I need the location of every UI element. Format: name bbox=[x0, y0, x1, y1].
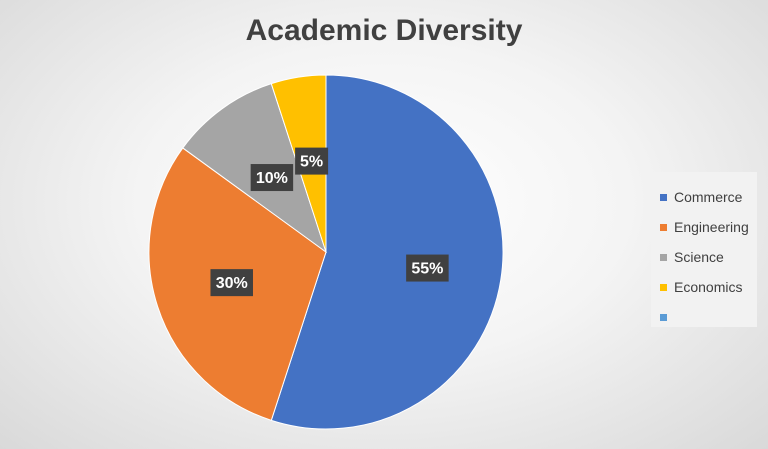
pie-slices bbox=[148, 74, 504, 430]
data-label-box bbox=[210, 269, 253, 297]
legend-swatch bbox=[660, 283, 667, 291]
legend-swatch bbox=[660, 313, 667, 321]
data-label: 55% bbox=[411, 261, 443, 278]
legend-item bbox=[660, 302, 757, 332]
data-label: 30% bbox=[216, 275, 248, 292]
legend-label: Commerce bbox=[674, 189, 743, 205]
legend-item: Engineering bbox=[660, 212, 757, 242]
data-label-box bbox=[406, 254, 449, 282]
legend-label: Engineering bbox=[674, 219, 749, 235]
data-label: 10% bbox=[256, 170, 288, 187]
legend-item: Economics bbox=[660, 272, 757, 302]
legend-item: Commerce bbox=[660, 182, 757, 212]
legend-swatch bbox=[660, 253, 667, 261]
legend-label: Science bbox=[674, 249, 724, 265]
data-label-box bbox=[250, 164, 294, 192]
data-label-box bbox=[295, 147, 329, 175]
data-labels: 55% 30% 10% 5% bbox=[210, 147, 449, 297]
legend-swatch bbox=[660, 193, 667, 201]
legend-label: Economics bbox=[674, 279, 743, 295]
pie-slice-commerce bbox=[270, 74, 504, 430]
data-label: 5% bbox=[300, 154, 323, 171]
legend: Commerce Engineering Science Economics bbox=[651, 172, 757, 327]
legend-swatch bbox=[660, 223, 667, 231]
chart-title: Academic Diversity bbox=[245, 14, 523, 47]
legend-item: Science bbox=[660, 242, 757, 272]
